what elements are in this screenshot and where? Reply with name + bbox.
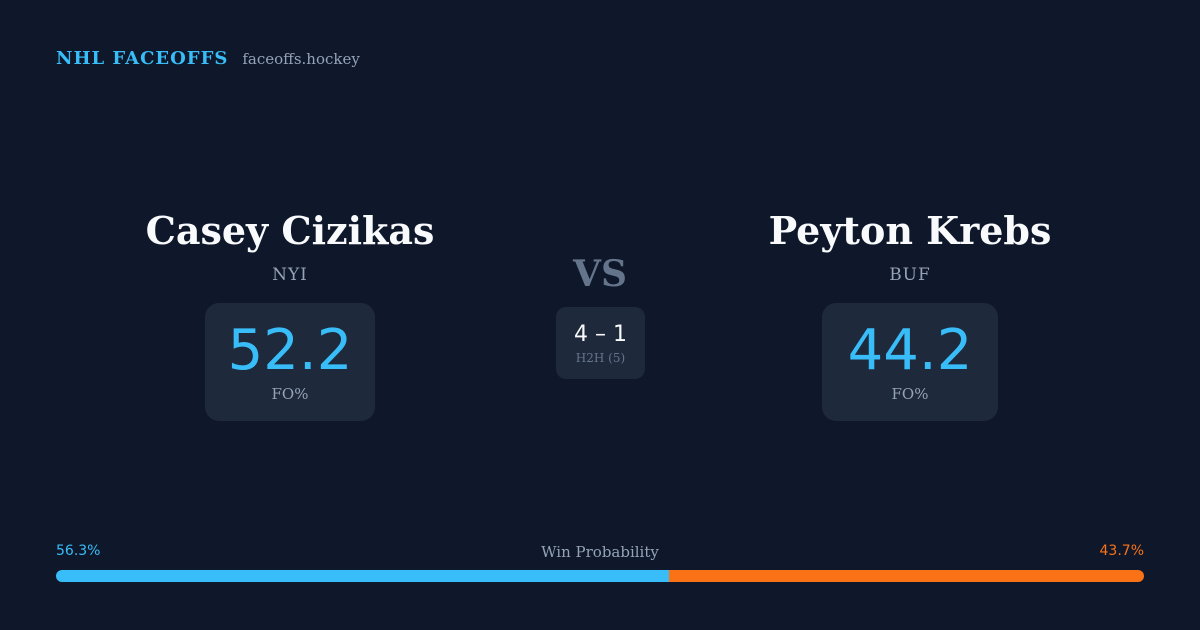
h2h-label: H2H (5) [575,351,626,365]
player-left-team: NYI [272,265,308,285]
player-left-fo-value: 52.2 [227,318,353,383]
player-right-stat-card: 44.2 FO% [822,303,998,421]
player-right-fo-label: FO% [891,385,929,403]
win-probability-title: Win Probability [541,543,659,561]
win-probability-fill-left [56,570,669,582]
win-probability-labels: 56.3% Win Probability 43.7% [56,543,1144,563]
player-left-name: Casey Cizikas [145,208,435,253]
vs-label: VS [573,253,627,295]
player-left-fo-label: FO% [271,385,309,403]
player-right: Peyton Krebs BUF 44.2 FO% [680,205,1140,421]
win-probability-right: 43.7% [1099,543,1144,559]
win-probability-bar [56,570,1144,582]
player-right-name: Peyton Krebs [768,208,1052,253]
brand-header: NHL FACEOFFS faceoffs.hockey [56,48,360,69]
player-left: Casey Cizikas NYI 52.2 FO% [60,205,520,421]
win-probability-fill-right [668,570,1144,582]
h2h-record: 4 – 1 [574,322,627,347]
brand-site: faceoffs.hockey [242,50,360,68]
player-right-team: BUF [889,265,931,285]
player-right-fo-value: 44.2 [847,318,973,383]
h2h-card: 4 – 1 H2H (5) [556,307,645,379]
player-left-stat-card: 52.2 FO% [205,303,375,421]
win-probability-left: 56.3% [56,543,101,559]
brand-title: NHL FACEOFFS [56,48,229,69]
